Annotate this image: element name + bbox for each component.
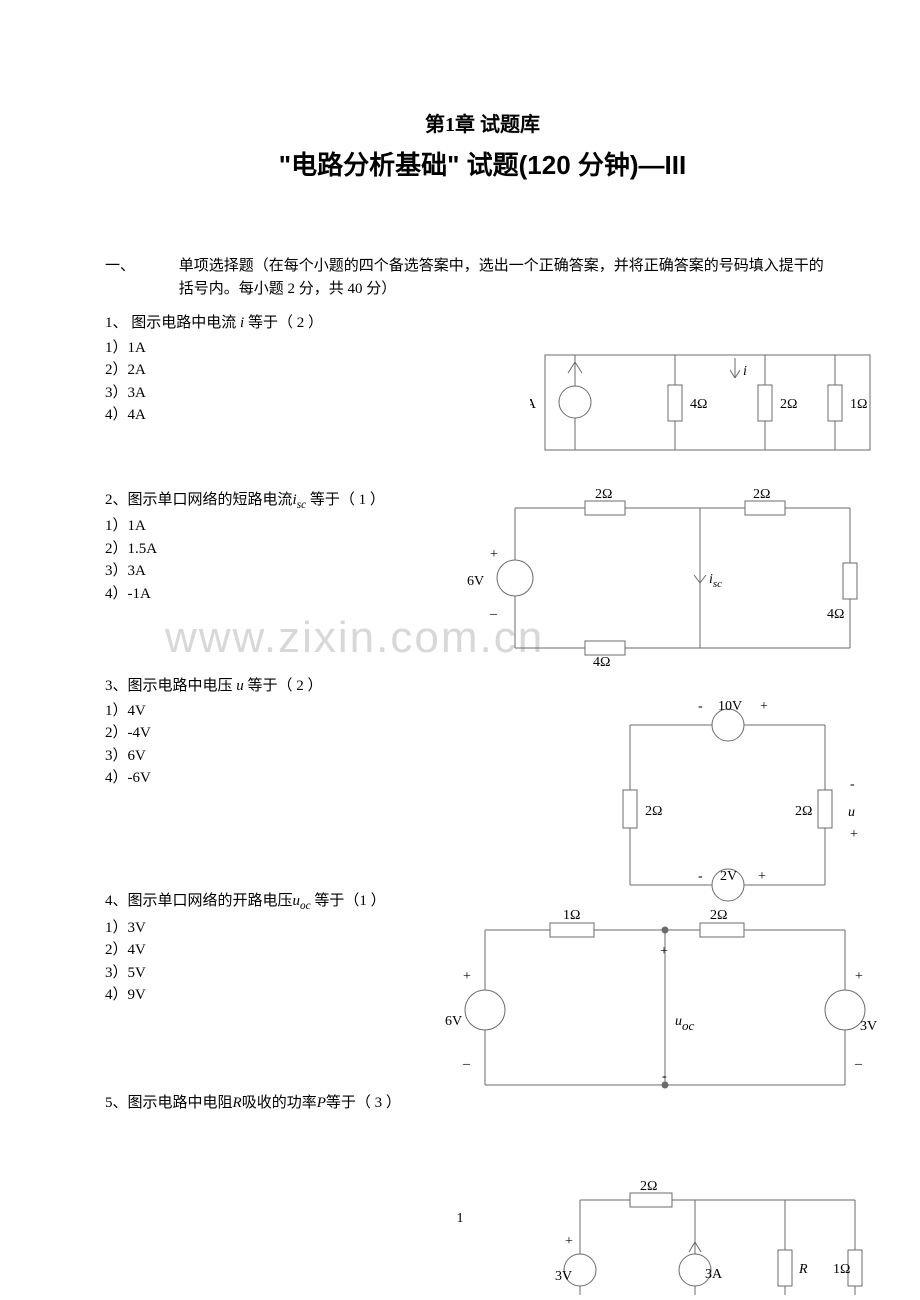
d3-vtop: 10V <box>718 699 742 714</box>
q1-stem: 1、 图示电路中电流 i 等于（ 2 ） <box>105 312 860 335</box>
svg-text:+: + <box>855 969 863 984</box>
q1-pre: 图示电路中电流 <box>128 315 241 331</box>
svg-text:+: + <box>565 1234 573 1249</box>
d2-v: 6V <box>467 574 484 589</box>
svg-text:isc: isc <box>709 572 722 590</box>
d3-rl: 2Ω <box>645 804 662 819</box>
q3-num: 3、 <box>105 678 128 694</box>
svg-text:+: + <box>490 547 498 562</box>
q2-sub: sc <box>297 499 306 511</box>
q2-num: 2、 <box>105 492 128 508</box>
section-text: 单项选择题（在每个小题的四个备选答案中，选出一个正确答案，并将正确答案的号码填入… <box>179 255 829 300</box>
circuit-diagram-2: + _ 6V 2Ω 2Ω 4Ω 4Ω isc <box>455 488 875 668</box>
d1-r3: 1Ω <box>850 397 867 412</box>
d3-rr: 2Ω <box>795 804 812 819</box>
d3-u: u <box>848 805 855 820</box>
d2-r-top1: 2Ω <box>595 488 612 502</box>
q2-post: 等于（ 1 ） <box>306 492 385 508</box>
d3-vbot: 2V <box>720 869 737 884</box>
q5-num: 5、 <box>105 1095 128 1111</box>
section-header: 一、 单项选择题（在每个小题的四个备选答案中，选出一个正确答案，并将正确答案的号… <box>105 255 860 300</box>
svg-text:-: - <box>662 1069 667 1084</box>
svg-text:+: + <box>760 699 768 714</box>
q5-mid: 吸收的功率 <box>242 1095 317 1111</box>
d5-R: R <box>798 1262 808 1277</box>
q5-pre: 图示电路中电阻 <box>128 1095 233 1111</box>
circuit-diagram-1: 7A 4Ω 2Ω 1Ω i <box>530 340 885 465</box>
d4-u: u <box>675 1014 682 1029</box>
svg-text:+: + <box>758 869 766 884</box>
main-title: "电路分析基础" 试题(120 分钟)—III <box>105 146 860 185</box>
d5-i: 3A <box>705 1267 723 1282</box>
d1-r2: 2Ω <box>780 397 797 412</box>
d4-r1: 1Ω <box>563 908 580 923</box>
q4-sub: oc <box>300 900 311 912</box>
q4-pre: 图示单口网络的开路电压 <box>128 893 293 909</box>
circuit-diagram-4: + _ 6V + _ 3V 1Ω 2Ω + - uoc <box>445 905 885 1105</box>
q3-pre: 图示电路中电压 <box>128 678 237 694</box>
q5-var3: P <box>317 1095 326 1111</box>
chapter-title: 第1章 试题库 <box>105 110 860 140</box>
d1-src-label: 7A <box>530 397 537 412</box>
q1-num: 1、 <box>105 315 128 331</box>
d4-r2: 2Ω <box>710 908 727 923</box>
svg-text:uoc: uoc <box>675 1014 695 1033</box>
section-num: 一、 <box>105 255 175 278</box>
d4-vr: 3V <box>860 1019 877 1034</box>
svg-text:_: _ <box>854 1052 863 1067</box>
circuit-diagram-5: + 3V 2Ω 3A R 1Ω <box>555 1180 880 1300</box>
d2-r-top2: 2Ω <box>753 488 770 502</box>
svg-text:+: + <box>463 969 471 984</box>
q3-post: 等于（ 2 ） <box>244 678 323 694</box>
d2-r-bot: 4Ω <box>593 655 610 668</box>
d2-isub: sc <box>713 578 722 590</box>
svg-text:_: _ <box>489 602 498 617</box>
d4-vl: 6V <box>445 1014 462 1029</box>
d5-v: 3V <box>555 1269 572 1284</box>
d4-usub: oc <box>682 1018 695 1033</box>
d1-i: i <box>743 364 747 379</box>
svg-text:-: - <box>698 869 703 884</box>
q4-var: u <box>293 893 301 909</box>
svg-text:+: + <box>660 944 668 959</box>
d1-r1: 4Ω <box>690 397 707 412</box>
q1-post: 等于（ 2 ） <box>244 315 323 331</box>
d5-rr: 1Ω <box>833 1262 850 1277</box>
circuit-diagram-3: - + 10V - + 2V 2Ω 2Ω - + u <box>600 690 880 905</box>
q5-post: 等于（ 3 ） <box>326 1095 401 1111</box>
svg-text:-: - <box>698 699 703 714</box>
q4-num: 4、 <box>105 893 128 909</box>
q2-pre: 图示单口网络的短路电流 <box>128 492 293 508</box>
svg-text:-: - <box>850 777 855 792</box>
d5-rtop: 2Ω <box>640 1180 657 1194</box>
svg-text:_: _ <box>462 1052 471 1067</box>
d2-r-right: 4Ω <box>827 607 844 622</box>
svg-text:+: + <box>850 827 858 842</box>
q3-var: u <box>236 678 244 694</box>
q5-var2: R <box>233 1095 242 1111</box>
q4-post: 等于（1 ） <box>311 893 386 909</box>
